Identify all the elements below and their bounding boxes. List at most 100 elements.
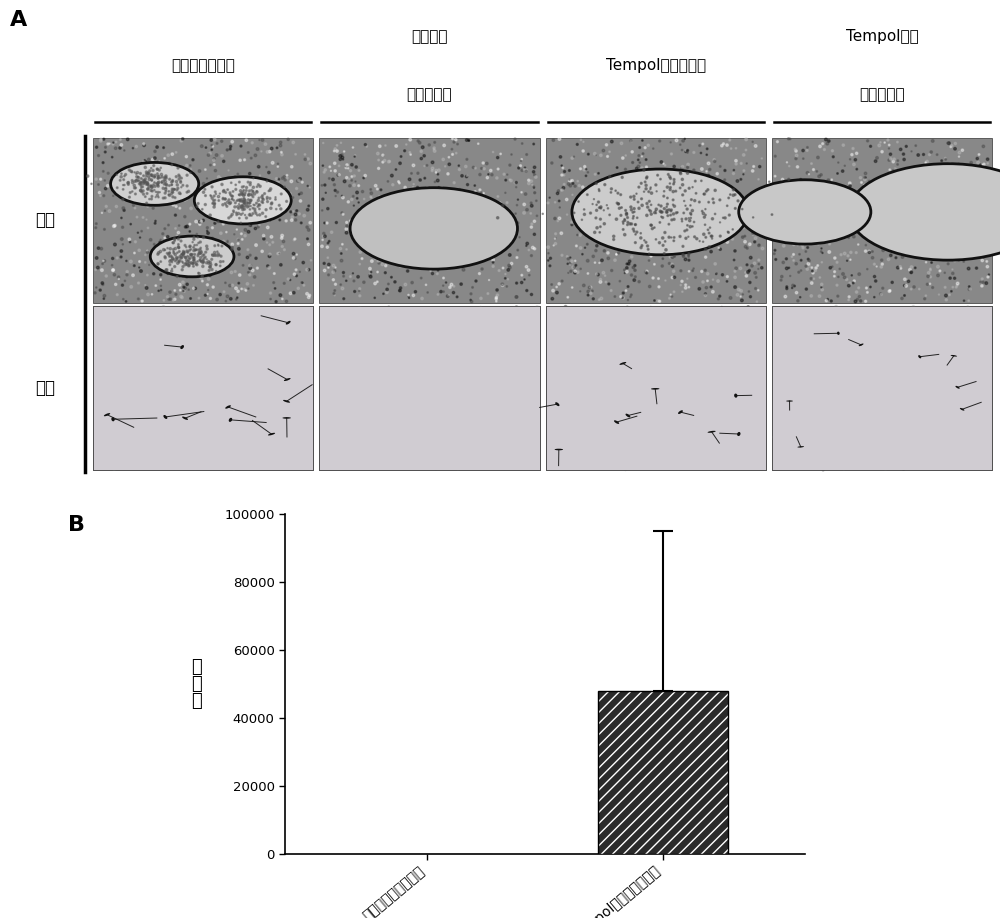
Point xyxy=(710,292,726,307)
Point xyxy=(802,187,818,202)
Point xyxy=(703,440,719,454)
Point xyxy=(860,205,876,219)
Point xyxy=(750,222,766,237)
Point xyxy=(422,221,438,236)
Point xyxy=(564,280,580,295)
Point xyxy=(191,414,207,429)
Point xyxy=(108,135,124,150)
Point xyxy=(609,247,625,262)
Point xyxy=(793,203,809,218)
Point xyxy=(733,219,749,234)
Point xyxy=(839,395,855,409)
Point xyxy=(584,284,600,298)
Point xyxy=(478,212,494,227)
Point xyxy=(135,174,151,189)
Point xyxy=(137,357,153,372)
Point xyxy=(404,275,420,290)
Point xyxy=(785,436,801,451)
Point xyxy=(190,196,206,211)
Point xyxy=(463,252,479,267)
Point xyxy=(246,409,262,423)
Point xyxy=(439,328,455,342)
Point xyxy=(88,341,104,355)
Point xyxy=(154,170,170,185)
Point xyxy=(631,201,647,216)
Point xyxy=(226,193,242,207)
Point xyxy=(384,168,400,183)
Point xyxy=(595,174,611,189)
Point xyxy=(155,183,171,197)
Point xyxy=(770,324,786,339)
Point xyxy=(555,161,571,175)
Point xyxy=(859,285,875,299)
Point xyxy=(981,362,997,376)
Point xyxy=(592,375,608,389)
Point xyxy=(721,207,737,222)
Point xyxy=(379,453,395,467)
Point xyxy=(583,285,599,300)
Point xyxy=(542,251,558,265)
Point xyxy=(805,162,821,177)
Point xyxy=(160,148,176,162)
Point xyxy=(512,331,528,346)
Point xyxy=(624,217,640,231)
Point xyxy=(605,332,621,347)
Point xyxy=(209,385,225,399)
Point xyxy=(719,235,735,250)
Point xyxy=(141,192,157,207)
Point xyxy=(784,250,800,264)
Point xyxy=(799,458,815,473)
Point xyxy=(729,337,745,352)
Point xyxy=(678,143,694,158)
Point xyxy=(745,228,761,242)
Point xyxy=(514,441,530,455)
Point xyxy=(855,330,871,344)
Point xyxy=(197,189,213,204)
Point xyxy=(673,263,689,278)
Point xyxy=(240,193,256,207)
Point xyxy=(599,409,615,424)
Point xyxy=(289,314,305,329)
Point xyxy=(396,308,412,322)
Point xyxy=(223,175,239,190)
Point xyxy=(921,341,937,355)
Point xyxy=(620,210,636,225)
Point xyxy=(940,395,956,409)
Point xyxy=(193,245,209,260)
Point xyxy=(399,455,415,470)
Point xyxy=(869,357,885,372)
Point xyxy=(330,431,346,446)
Point xyxy=(857,449,873,464)
Point xyxy=(525,407,541,421)
Point xyxy=(450,313,466,328)
Point xyxy=(258,209,274,224)
Point xyxy=(294,275,310,290)
Point xyxy=(636,177,652,192)
Point xyxy=(954,143,970,158)
Point xyxy=(554,183,570,197)
Point xyxy=(217,275,233,290)
Point xyxy=(429,257,445,272)
Point xyxy=(223,292,239,307)
Point xyxy=(485,145,501,160)
Point xyxy=(981,235,997,250)
Point xyxy=(779,279,795,294)
Point xyxy=(344,324,360,339)
Point xyxy=(511,161,527,175)
Point xyxy=(93,331,109,346)
Point xyxy=(646,341,662,356)
Point xyxy=(875,186,891,201)
Point xyxy=(391,175,407,190)
Point xyxy=(442,280,458,295)
Point xyxy=(470,458,486,473)
Point xyxy=(233,207,249,222)
Point xyxy=(493,386,509,401)
Point xyxy=(201,256,217,271)
Point xyxy=(623,349,639,364)
Point xyxy=(636,198,652,213)
Point xyxy=(636,162,652,177)
Point xyxy=(701,195,717,209)
Point xyxy=(194,254,210,269)
Point xyxy=(251,202,267,217)
Point xyxy=(424,363,440,377)
